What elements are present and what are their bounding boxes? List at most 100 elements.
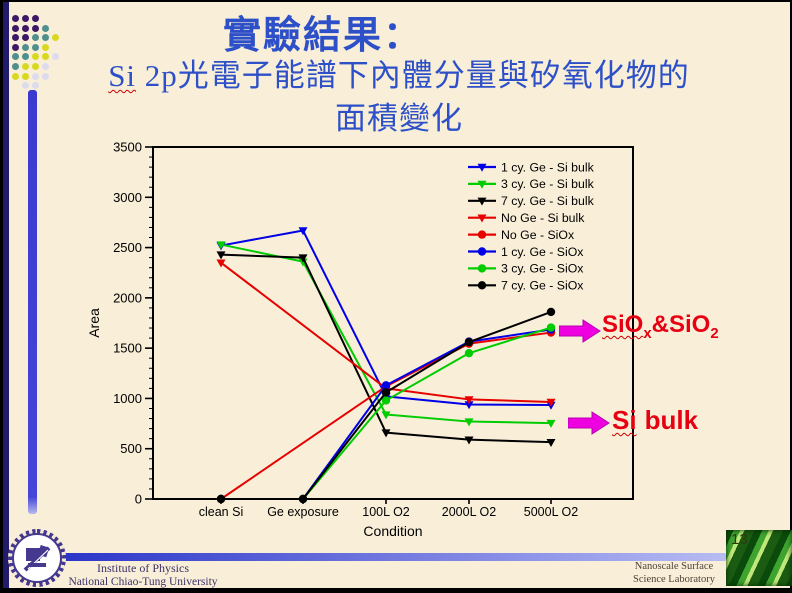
decoration-dot: [22, 24, 29, 32]
series-marker: [216, 494, 226, 504]
decoration-dot: [22, 43, 29, 51]
sio2-text: &SiO: [651, 311, 711, 338]
series-marker: [464, 401, 474, 410]
decoration-dot: [12, 43, 19, 51]
series-marker: [477, 163, 487, 172]
footer-lab-line1: Nanoscale Surface: [634, 561, 714, 572]
right-arrow-icon: [559, 319, 601, 343]
decoration-dot: [42, 24, 49, 32]
decoration-dot: [22, 82, 29, 90]
footer-lab-line2: Science Laboratory: [633, 574, 715, 585]
decoration-dot-grid: [12, 15, 62, 92]
y-axis-label: Area: [86, 308, 102, 338]
series-marker: [546, 398, 556, 407]
si-bulk-word1: Si: [612, 405, 637, 435]
chart-svg: 0 500 1000 1500 2000 2500 3000 3500 clean Si Ge e…: [86, 140, 634, 539]
footer-institution-text: Institute of Physics National Chiao-Tung…: [58, 561, 228, 588]
series-marker: [477, 180, 487, 189]
series-marker: [477, 230, 487, 239]
x-tick-label: 100L O2: [362, 505, 410, 519]
x-tick-label: Ge exposure: [267, 505, 339, 519]
decoration-dot: [12, 72, 19, 80]
university-seal-logo: [8, 529, 66, 587]
slide-title: 實驗結果：: [222, 15, 423, 57]
decoration-dot: [32, 15, 39, 22]
decoration-dot: [12, 15, 19, 22]
subtitle-line2: 面積變化: [335, 101, 463, 136]
sio2-sub-2: 2: [710, 325, 719, 342]
footer-lab-text: Nanoscale Surface Science Laboratory: [623, 560, 725, 586]
legend-label: 1 cy. Ge - SiOx: [501, 245, 584, 259]
series-marker: [477, 214, 487, 223]
decoration-dot: [22, 15, 29, 22]
decoration-dot: [52, 53, 59, 61]
series-marker: [381, 396, 391, 405]
chart: 0 500 1000 1500 2000 2500 3000 3500 clean Si Ge e…: [83, 138, 643, 548]
series-marker: [298, 494, 308, 504]
legend-label: No Ge - SiOx: [501, 228, 575, 242]
legend-label: 3 cy. Ge - Si bulk: [501, 177, 595, 191]
decoration-dot: [32, 53, 39, 61]
series-marker: [477, 281, 487, 290]
legend-label: 7 cy. Ge - Si bulk: [501, 194, 595, 208]
decoration-dot: [32, 43, 39, 51]
decoration-dot: [32, 24, 39, 32]
si-bulk-word2: bulk: [644, 405, 699, 435]
decoration-vertical-bar: [28, 90, 37, 514]
y-tick-label: 0: [135, 492, 142, 507]
x-tick-label: 5000L O2: [524, 505, 578, 519]
decoration-dot: [12, 62, 19, 70]
series-marker: [216, 259, 226, 268]
subtitle-si-word: Si: [108, 58, 137, 93]
legend-label: 3 cy. Ge - SiOx: [501, 262, 584, 276]
series-marker: [298, 254, 308, 263]
series-marker: [477, 247, 487, 256]
x-axis-label: Condition: [363, 523, 422, 539]
decoration-dot: [22, 72, 29, 80]
series-line: [220, 331, 552, 500]
logo-emblem: [19, 540, 55, 576]
nano-surface-image: 13: [726, 530, 792, 586]
series-marker: [381, 388, 391, 397]
series-marker: [381, 429, 391, 438]
decoration-dot: [12, 53, 19, 61]
series-marker: [464, 436, 474, 445]
series-marker: [216, 241, 226, 250]
series-marker: [298, 227, 308, 236]
series-marker: [477, 197, 487, 206]
sio-sub-x: x: [643, 325, 652, 342]
slide-subtitle: Si 2p光電子能譜下內體分量與矽氧化物的 面積變化: [23, 54, 775, 140]
series-marker: [546, 438, 556, 447]
logo-ring: [12, 533, 62, 583]
series-marker: [381, 411, 391, 420]
decoration-dot: [42, 72, 49, 80]
decoration-dot: [22, 34, 29, 42]
series-marker: [216, 251, 226, 260]
legend-label: 1 cy. Ge - Si bulk: [501, 160, 595, 174]
footer-university-line: National Chiao-Tung University: [68, 576, 218, 588]
decoration-dot: [42, 62, 49, 70]
page-number: 13: [731, 531, 748, 548]
decoration-dot: [52, 34, 59, 42]
y-tick-label: 3500: [113, 140, 142, 155]
footer-divider-bar: [61, 553, 727, 561]
y-tick-label: 2000: [113, 290, 142, 305]
decoration-dot: [12, 24, 19, 32]
y-tick-label: 1000: [113, 391, 142, 406]
x-tick-label: clean Si: [199, 505, 243, 519]
decoration-dot: [42, 53, 49, 61]
subtitle-line1-rest: 2p光電子能譜下內體分量與矽氧化物的: [136, 58, 690, 93]
series-marker: [477, 264, 487, 273]
decoration-dot: [32, 72, 39, 80]
decoration-dot: [22, 62, 29, 70]
decoration-dot: [32, 34, 39, 42]
series-marker: [464, 348, 474, 358]
decoration-dot: [12, 34, 19, 42]
footer-institute-line: Institute of Physics: [97, 561, 189, 575]
y-tick-label: 1500: [113, 341, 142, 356]
right-arrow-icon: [568, 411, 610, 435]
legend-label: 7 cy. Ge - SiOx: [501, 279, 584, 293]
series-marker: [546, 419, 556, 428]
decoration-dot: [42, 34, 49, 42]
